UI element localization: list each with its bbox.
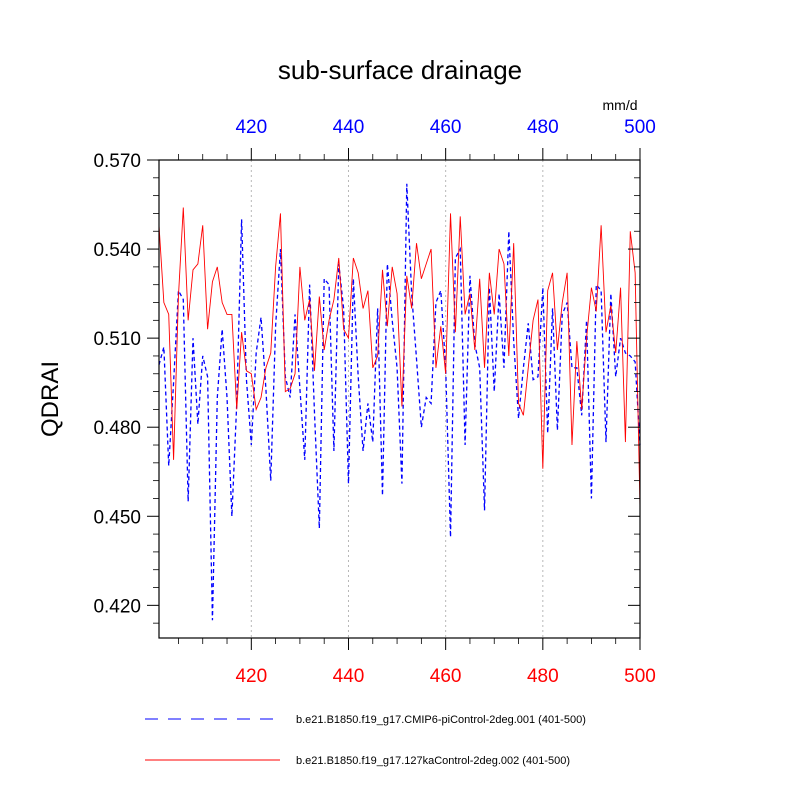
x-tick-label-bottom: 500 — [624, 666, 656, 687]
series-line-2 — [158, 207, 641, 508]
y-tick-label: 0.570 — [93, 151, 141, 172]
y-tick-label: 0.480 — [93, 418, 141, 439]
chart-title: sub-surface drainage — [278, 55, 522, 85]
y-axis-label: QDRAI — [37, 361, 64, 437]
x-tick-label-top: 440 — [333, 117, 365, 138]
legend-label-1: b.e21.B1850.f19_g17.CMIP6-piControl-2deg… — [296, 714, 586, 726]
y-tick-label: 0.420 — [93, 596, 141, 617]
x-tick-label-bottom: 420 — [235, 666, 267, 687]
x-tick-label-top: 500 — [624, 117, 656, 138]
axis-ticks: 0.420 0.450 0.480 0.510 0.540 0.570 420 420 440 4… — [93, 117, 655, 687]
y-tick-label: 0.450 — [93, 507, 141, 528]
legend-label-2: b.e21.B1850.f19_g17.127kaControl-2deg.00… — [296, 755, 570, 767]
series-line-1 — [158, 183, 641, 621]
x-tick-label-top: 480 — [527, 117, 559, 138]
legend: b.e21.B1850.f19_g17.CMIP6-piControl-2deg… — [145, 714, 586, 767]
x-tick-label-bottom: 440 — [333, 666, 365, 687]
x-tick-label-bottom: 460 — [430, 666, 462, 687]
series-lines — [158, 183, 641, 621]
x-tick-label-bottom: 480 — [527, 666, 559, 687]
y-tick-label: 0.510 — [93, 329, 141, 350]
y-tick-label: 0.540 — [93, 240, 141, 261]
grid-lines — [250, 160, 544, 638]
x-tick-label-top: 460 — [430, 117, 462, 138]
x-tick-label-top: 420 — [235, 117, 267, 138]
plot-frame — [158, 159, 641, 639]
units-label: mm/d — [603, 97, 638, 113]
